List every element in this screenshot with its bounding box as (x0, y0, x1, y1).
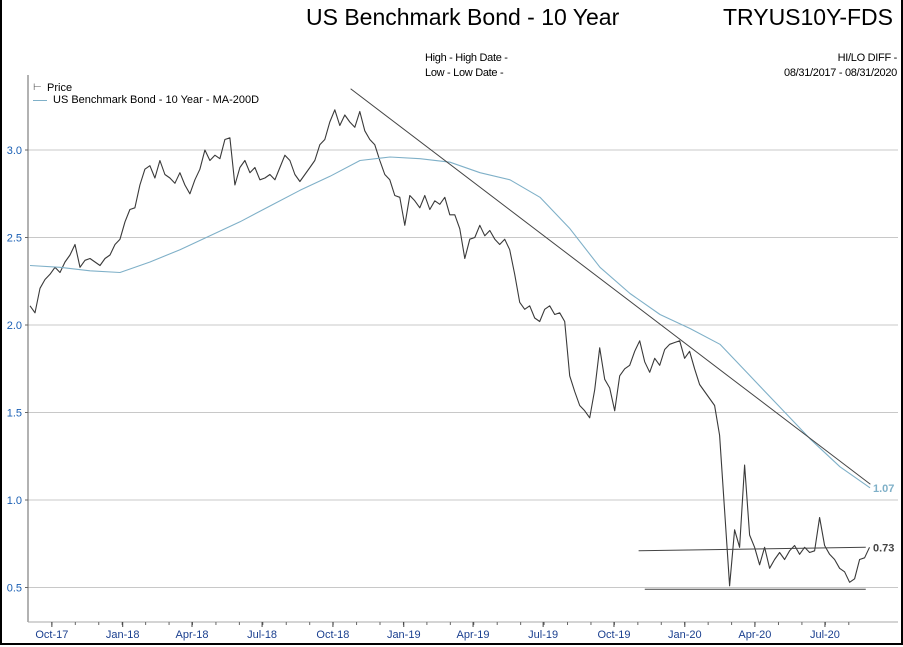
x-tick-label: Jul-20 (810, 629, 840, 641)
x-tick-label: Jul-18 (247, 629, 277, 641)
ma-last-value: 1.07 (873, 483, 894, 495)
x-tick-label: Jan-19 (387, 629, 421, 641)
y-tick-label: 1.5 (7, 408, 22, 420)
x-tick-label: Apr-20 (738, 629, 771, 641)
x-tick-label: Jan-18 (106, 629, 140, 641)
price-line (29, 109, 870, 587)
low-label: Low - Low Date - (425, 67, 504, 79)
y-tick-label: 3.0 (7, 145, 22, 157)
y-tick-label: 1.0 (7, 495, 22, 507)
high-label: High - High Date - (425, 52, 508, 64)
legend-item-price: ⊢ Price (33, 82, 259, 94)
y-tick-label: 0.5 (7, 583, 22, 595)
resistance-trendline (638, 546, 866, 552)
ma-line-icon (33, 99, 47, 101)
downtrend-trendline (350, 88, 871, 485)
legend-item-ma: US Benchmark Bond - 10 Year - MA-200D (33, 94, 259, 106)
ma-200d-line (29, 156, 871, 489)
x-tick-label: Jan-20 (668, 629, 702, 641)
y-tick-label: 2.5 (7, 233, 22, 245)
legend-label: Price (47, 82, 73, 94)
hilo-diff-label: HI/LO DIFF - (837, 52, 898, 64)
x-tick-label: Oct-18 (316, 629, 349, 641)
date-range: 08/31/2017 - 08/31/2020 (784, 67, 897, 79)
ticker-symbol: TRYUS10Y-FDS (722, 4, 893, 30)
x-tick-label: Apr-19 (457, 629, 490, 641)
price-last-value: 0.73 (873, 542, 894, 554)
price-marker-icon: ⊢ (33, 82, 42, 93)
x-tick-label: Oct-19 (597, 629, 630, 641)
x-tick-label: Jul-19 (528, 629, 558, 641)
x-tick-label: Apr-18 (175, 629, 208, 641)
y-tick-label: 2.0 (7, 320, 22, 332)
legend-label: US Benchmark Bond - 10 Year - MA-200D (53, 94, 260, 106)
x-tick-label: Oct-17 (35, 629, 68, 641)
chart-title: US Benchmark Bond - 10 Year (306, 4, 620, 30)
chart-legend: ⊢ Price US Benchmark Bond - 10 Year - MA-… (33, 82, 259, 106)
